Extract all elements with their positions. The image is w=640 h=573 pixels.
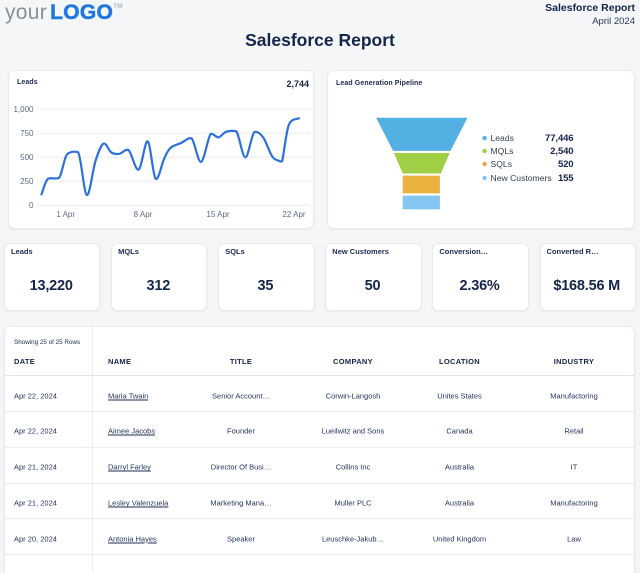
svg-text:750: 750 <box>20 129 34 138</box>
svg-text:520: 520 <box>557 159 573 170</box>
svg-text:8 Apr: 8 Apr <box>134 210 153 219</box>
svg-text:22 Apr: 22 Apr <box>282 210 305 219</box>
svg-text:2,540: 2,540 <box>550 146 573 157</box>
svg-text:250: 250 <box>20 177 34 186</box>
svg-text:500: 500 <box>20 153 34 162</box>
svg-text:MQLs: MQLs <box>490 146 513 156</box>
svg-text:New Customers: New Customers <box>490 173 551 183</box>
svg-text:SQLs: SQLs <box>490 159 512 169</box>
svg-text:Leads: Leads <box>490 133 513 143</box>
svg-text:1 Apr: 1 Apr <box>56 210 75 219</box>
svg-text:155: 155 <box>557 173 573 184</box>
svg-text:0: 0 <box>29 201 34 210</box>
svg-text:1,000: 1,000 <box>13 105 34 114</box>
svg-text:15 Apr: 15 Apr <box>206 210 229 219</box>
svg-text:77,446: 77,446 <box>545 133 573 144</box>
